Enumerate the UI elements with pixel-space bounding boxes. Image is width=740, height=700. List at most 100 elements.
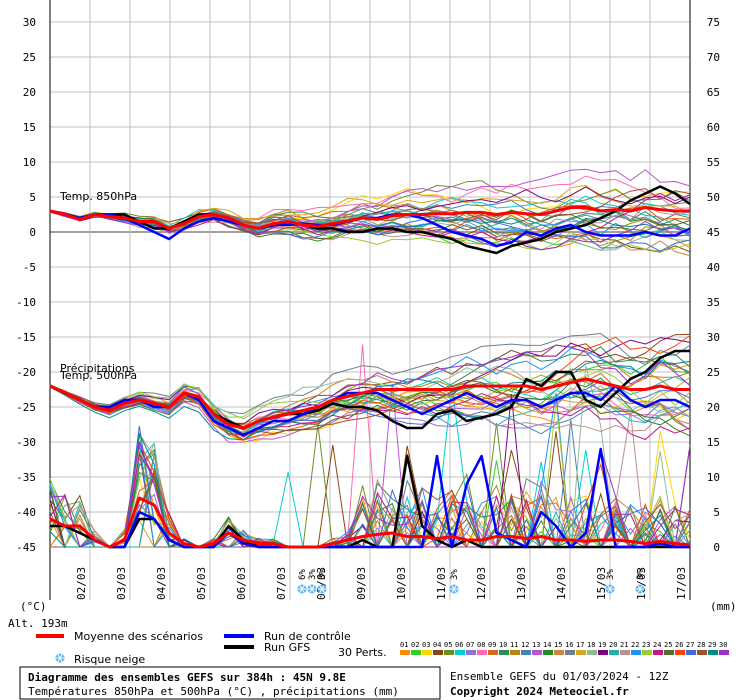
left-tick-label: 15	[23, 121, 36, 134]
date-tick-label: 10/03	[395, 567, 408, 600]
member-swatch	[422, 650, 432, 655]
right-tick-label: 30	[707, 331, 720, 344]
member-legend: 01 02 03 04 05 06 07 08 09 10 11 12 13 14 15 16 17 18 19 20…	[400, 641, 729, 655]
member-swatch	[587, 650, 597, 655]
member-t500-line	[49, 332, 691, 415]
altitude-label: Alt. 193m	[8, 617, 68, 630]
left-tick-label: -30	[16, 436, 36, 449]
snowflake-arm	[309, 585, 315, 593]
member-number-label: 16	[565, 641, 573, 649]
legend-control-swatch	[224, 634, 254, 638]
right-tick-label: 15	[707, 436, 720, 449]
member-number-label: 19	[598, 641, 606, 649]
left-tick-label: 20	[23, 86, 36, 99]
member-number-label: 23	[642, 641, 650, 649]
member-number-label: 14	[543, 641, 551, 649]
member-number-label: 05	[444, 641, 452, 649]
right-tick-label: 25	[707, 366, 720, 379]
member-swatch	[543, 650, 553, 655]
right-tick-label: 45	[707, 226, 720, 239]
member-swatch	[686, 650, 696, 655]
member-precip-line	[49, 432, 690, 549]
right-tick-label: 40	[707, 261, 720, 274]
left-tick-label: 30	[23, 16, 36, 29]
member-number-label: 02	[411, 641, 419, 649]
member-number-label: 04	[433, 641, 441, 649]
member-number-label: 25	[664, 641, 672, 649]
member-number-label: 30	[719, 641, 727, 649]
member-number-label: 06	[455, 641, 463, 649]
member-number-label: 08	[477, 641, 485, 649]
member-number-label: 28	[697, 641, 705, 649]
snow-pct-label: 6%	[298, 569, 308, 580]
footer-subtitle: Températures 850hPa et 500hPa (°C) , pré…	[28, 685, 399, 698]
snowflake-arm	[451, 585, 457, 593]
legend-mean-label: Moyenne des scénarios	[74, 630, 203, 643]
footer-copyright: Copyright 2024 Meteociel.fr	[450, 685, 629, 698]
right-tick-label: 35	[707, 296, 720, 309]
left-tick-label: -45	[16, 541, 36, 554]
snow-pct-label: 3%	[450, 569, 460, 580]
left-tick-label: 10	[23, 156, 36, 169]
right-tick-label: 65	[707, 86, 720, 99]
mean-t500-line	[49, 377, 690, 430]
right-tick-label: 0	[713, 541, 720, 554]
snow-pct-label: 3%	[636, 569, 646, 580]
legend-mean-swatch	[36, 634, 64, 638]
footer-box	[19, 666, 441, 700]
date-tick-label: 11/03	[435, 567, 448, 600]
date-tick-label: 13/03	[515, 567, 528, 600]
right-tick-label: 55	[707, 156, 720, 169]
member-swatch	[488, 650, 498, 655]
snowflake-arm	[607, 585, 613, 593]
member-number-label: 07	[466, 641, 474, 649]
snowflake-icon	[297, 584, 307, 594]
left-unit: (°C)	[20, 600, 47, 613]
date-tick-label: 02/03	[75, 567, 88, 600]
left-tick-label: 25	[23, 51, 36, 64]
member-swatch	[697, 650, 707, 655]
left-tick-label: -5	[23, 261, 36, 274]
snowflake-icon	[55, 653, 65, 663]
snowflake-icon	[605, 584, 615, 594]
left-tick-label: 5	[29, 191, 36, 204]
member-swatch	[477, 650, 487, 655]
member-number-label: 17	[576, 641, 584, 649]
member-t850-line	[49, 210, 691, 233]
member-t850-line	[49, 184, 691, 225]
member-number-label: 12	[521, 641, 529, 649]
left-tick-label: -35	[16, 471, 36, 484]
member-swatch	[653, 650, 663, 655]
control-run-precip-line	[49, 447, 690, 549]
member-swatch	[708, 650, 718, 655]
member-number-label: 24	[653, 641, 661, 649]
right-tick-label: 5	[713, 506, 720, 519]
left-tick-label: -15	[16, 331, 36, 344]
snow-markers: 6% 3% 3% 3% 3% 3%	[297, 569, 646, 594]
legend-gfs-swatch	[224, 645, 254, 649]
legend-control-label: Run de contrôle	[264, 630, 351, 643]
date-tick-label: 09/03	[355, 567, 368, 600]
member-number-label: 13	[532, 641, 540, 649]
snowflake-arm	[299, 585, 305, 593]
left-tick-label: 0	[29, 226, 36, 239]
member-swatch	[598, 650, 608, 655]
legend-gfs-label: Run GFS	[264, 641, 310, 654]
member-swatch	[400, 650, 410, 655]
mean-t850-line	[49, 206, 690, 230]
t500-label: Temp. 500hPa	[59, 369, 137, 382]
footer-run: Ensemble GEFS du 01/03/2024 - 12Z	[450, 670, 669, 683]
member-swatch	[433, 650, 443, 655]
member-number-label: 26	[675, 641, 683, 649]
right-tick-label: 20	[707, 401, 720, 414]
member-number-label: 21	[620, 641, 628, 649]
date-tick-label: 06/03	[235, 567, 248, 600]
member-precip-line	[49, 490, 690, 549]
snow-pct-label: 3%	[318, 569, 328, 580]
member-swatch	[521, 650, 531, 655]
legend: Moyenne des scénarios Run de contrôle Ru…	[36, 630, 729, 666]
right-tick-label: 50	[707, 191, 720, 204]
member-number-label: 29	[708, 641, 716, 649]
member-swatch	[532, 650, 542, 655]
member-number-label: 15	[554, 641, 562, 649]
